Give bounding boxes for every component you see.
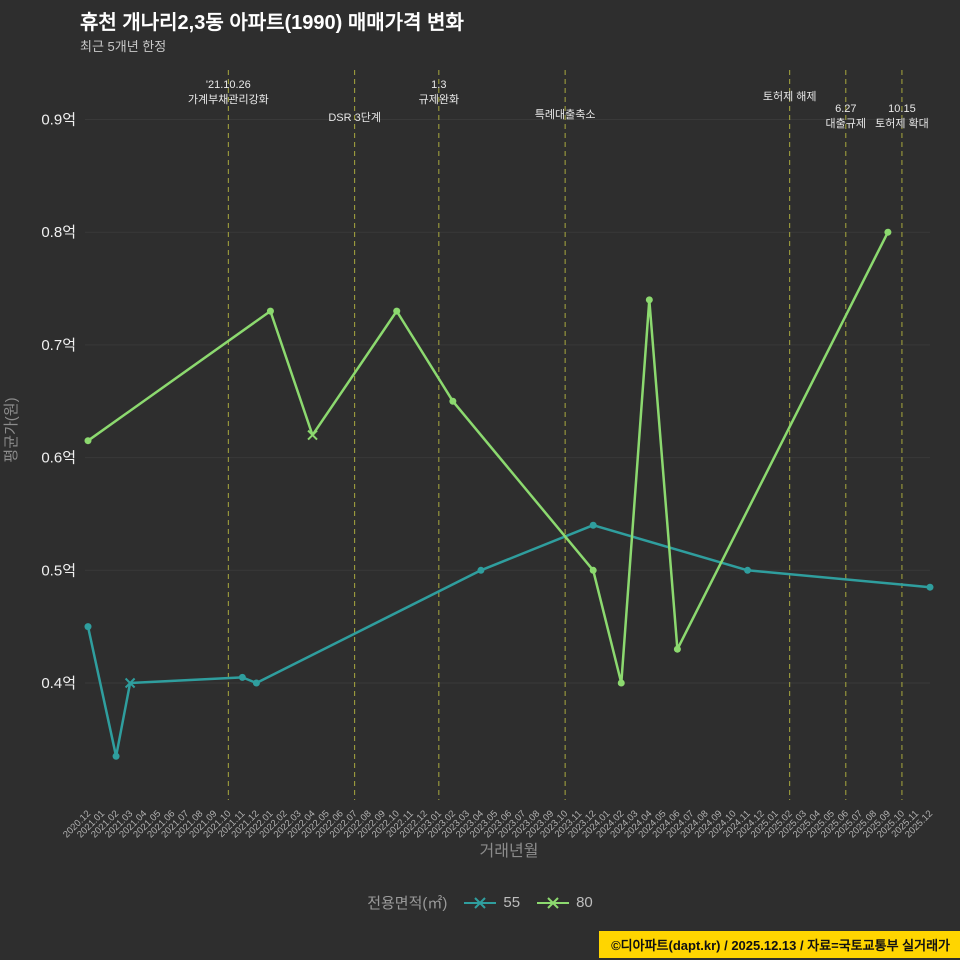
series-55 <box>84 521 934 760</box>
series-80 <box>84 228 892 687</box>
copyright-bar: ©디아파트(dapt.kr) / 2025.12.13 / 자료=국토교통부 실… <box>599 931 960 958</box>
svg-text:'21.10.26: '21.10.26 <box>206 79 251 91</box>
svg-text:1.3: 1.3 <box>431 79 446 91</box>
svg-text:0.7억: 0.7억 <box>41 337 76 354</box>
page-title: 휴천 개나리2,3동 아파트(1990) 매매가격 변화 <box>80 12 464 34</box>
svg-text:토허제 확대: 토허제 확대 <box>875 117 929 130</box>
line-x-marker-icon <box>464 896 497 909</box>
svg-text:10.15: 10.15 <box>888 103 916 115</box>
svg-text:0.9억: 0.9억 <box>41 112 76 129</box>
svg-text:6.27: 6.27 <box>835 103 856 115</box>
legend-title: 전용면적(㎡) <box>367 895 448 912</box>
svg-text:0.5억: 0.5억 <box>41 562 76 579</box>
svg-text:규제완화: 규제완화 <box>419 93 459 106</box>
svg-text:DSR 3단계: DSR 3단계 <box>328 111 381 124</box>
svg-text:0.8억: 0.8억 <box>41 224 76 241</box>
x-axis-title: 거래년월 <box>480 842 539 860</box>
svg-text:토허제 해제: 토허제 해제 <box>763 89 817 103</box>
legend-item-80[interactable]: 80 <box>536 894 593 911</box>
legend: 전용면적(㎡) 55 80 <box>0 892 960 913</box>
line-x-marker-icon <box>537 896 570 909</box>
svg-text:0.6억: 0.6억 <box>41 450 76 467</box>
svg-text:대출규제: 대출규제 <box>826 117 866 130</box>
svg-text:0.4억: 0.4억 <box>41 675 76 692</box>
legend-item-55[interactable]: 55 <box>463 894 520 911</box>
y-axis: 0.4억 0.5억 0.6억 0.7억 0.8억 0.9억 <box>41 112 930 692</box>
y-axis-title: 평균가(원) <box>3 397 20 462</box>
chart-subtitle: 최근 5개년 한정 <box>80 39 167 54</box>
svg-text:특례대출축소: 특례대출축소 <box>535 108 596 121</box>
legend-item-label: 55 <box>503 894 521 911</box>
legend-item-label: 80 <box>576 894 593 911</box>
x-axis-labels: 2020.122021.012021.022021.032021.042021.… <box>61 808 935 840</box>
svg-text:가계부채관리강화: 가계부채관리강화 <box>188 93 269 106</box>
